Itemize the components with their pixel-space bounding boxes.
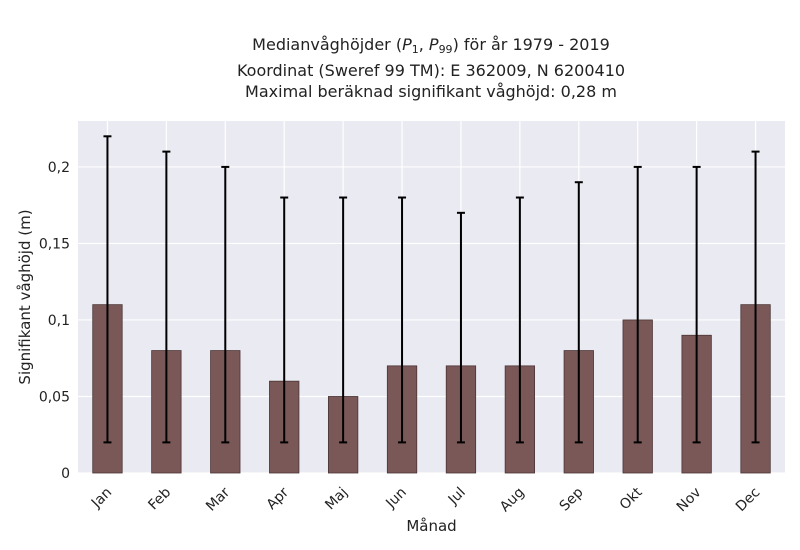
x-axis-label: Månad xyxy=(406,517,456,535)
bars xyxy=(92,304,771,474)
error-bar-nov xyxy=(692,165,701,444)
x-tick-label: Okt xyxy=(617,484,646,513)
x-tick-label: Apr xyxy=(264,484,293,513)
error-bar-feb xyxy=(162,150,171,444)
error-bar-okt xyxy=(633,165,642,444)
y-tick-label: 0,15 xyxy=(39,236,70,252)
title-line-2: Koordinat (Sweref 99 TM): E 362009, N 62… xyxy=(236,61,626,80)
x-axis-ticks: Jan Feb Mar Apr Maj Jun Jul Aug Sep Okt Nov Dec xyxy=(88,484,763,515)
x-tick-label: Dec xyxy=(733,485,763,515)
x-tick-label: Feb xyxy=(145,484,174,513)
error-bar-sep xyxy=(574,181,583,444)
x-tick-label: Jan xyxy=(88,485,115,512)
x-tick-label: Mar xyxy=(203,484,233,514)
x-tick-label: Jul xyxy=(445,485,469,509)
y-tick-label: 0,2 xyxy=(48,160,70,176)
y-axis-label: Signifikant våghöjd (m) xyxy=(16,209,34,384)
y-axis-ticks: 0 0,05 0,1 0,15 0,2 xyxy=(39,160,70,482)
error-bar-maj xyxy=(339,196,348,444)
error-bars xyxy=(103,135,760,444)
x-tick-label: Nov xyxy=(674,485,705,516)
y-tick-label: 0,05 xyxy=(39,389,70,405)
error-bar-apr xyxy=(280,196,289,444)
y-tick-label: 0 xyxy=(61,466,70,482)
x-tick-label: Maj xyxy=(322,485,351,514)
plot-area xyxy=(78,121,785,473)
error-bar-jul xyxy=(456,211,465,444)
x-tick-label: Jun xyxy=(382,485,409,512)
x-tick-label: Sep xyxy=(557,484,587,514)
error-bar-dec xyxy=(751,150,760,444)
y-tick-label: 0,1 xyxy=(48,313,70,329)
chart-title: Medianvåghöjder (P1, P99) för år 1979 - … xyxy=(0,34,800,102)
x-tick-label: Aug xyxy=(497,485,528,516)
error-bar-jan xyxy=(103,135,112,444)
title-line-3: Maximal beräknad signifikant våghöjd: 0,… xyxy=(245,82,617,101)
title-line-1: Medianvåghöjder (P1, P99) för år 1979 - … xyxy=(252,35,610,56)
error-bar-jun xyxy=(398,196,407,444)
error-bar-mar xyxy=(221,165,230,444)
error-bar-aug xyxy=(515,196,524,444)
